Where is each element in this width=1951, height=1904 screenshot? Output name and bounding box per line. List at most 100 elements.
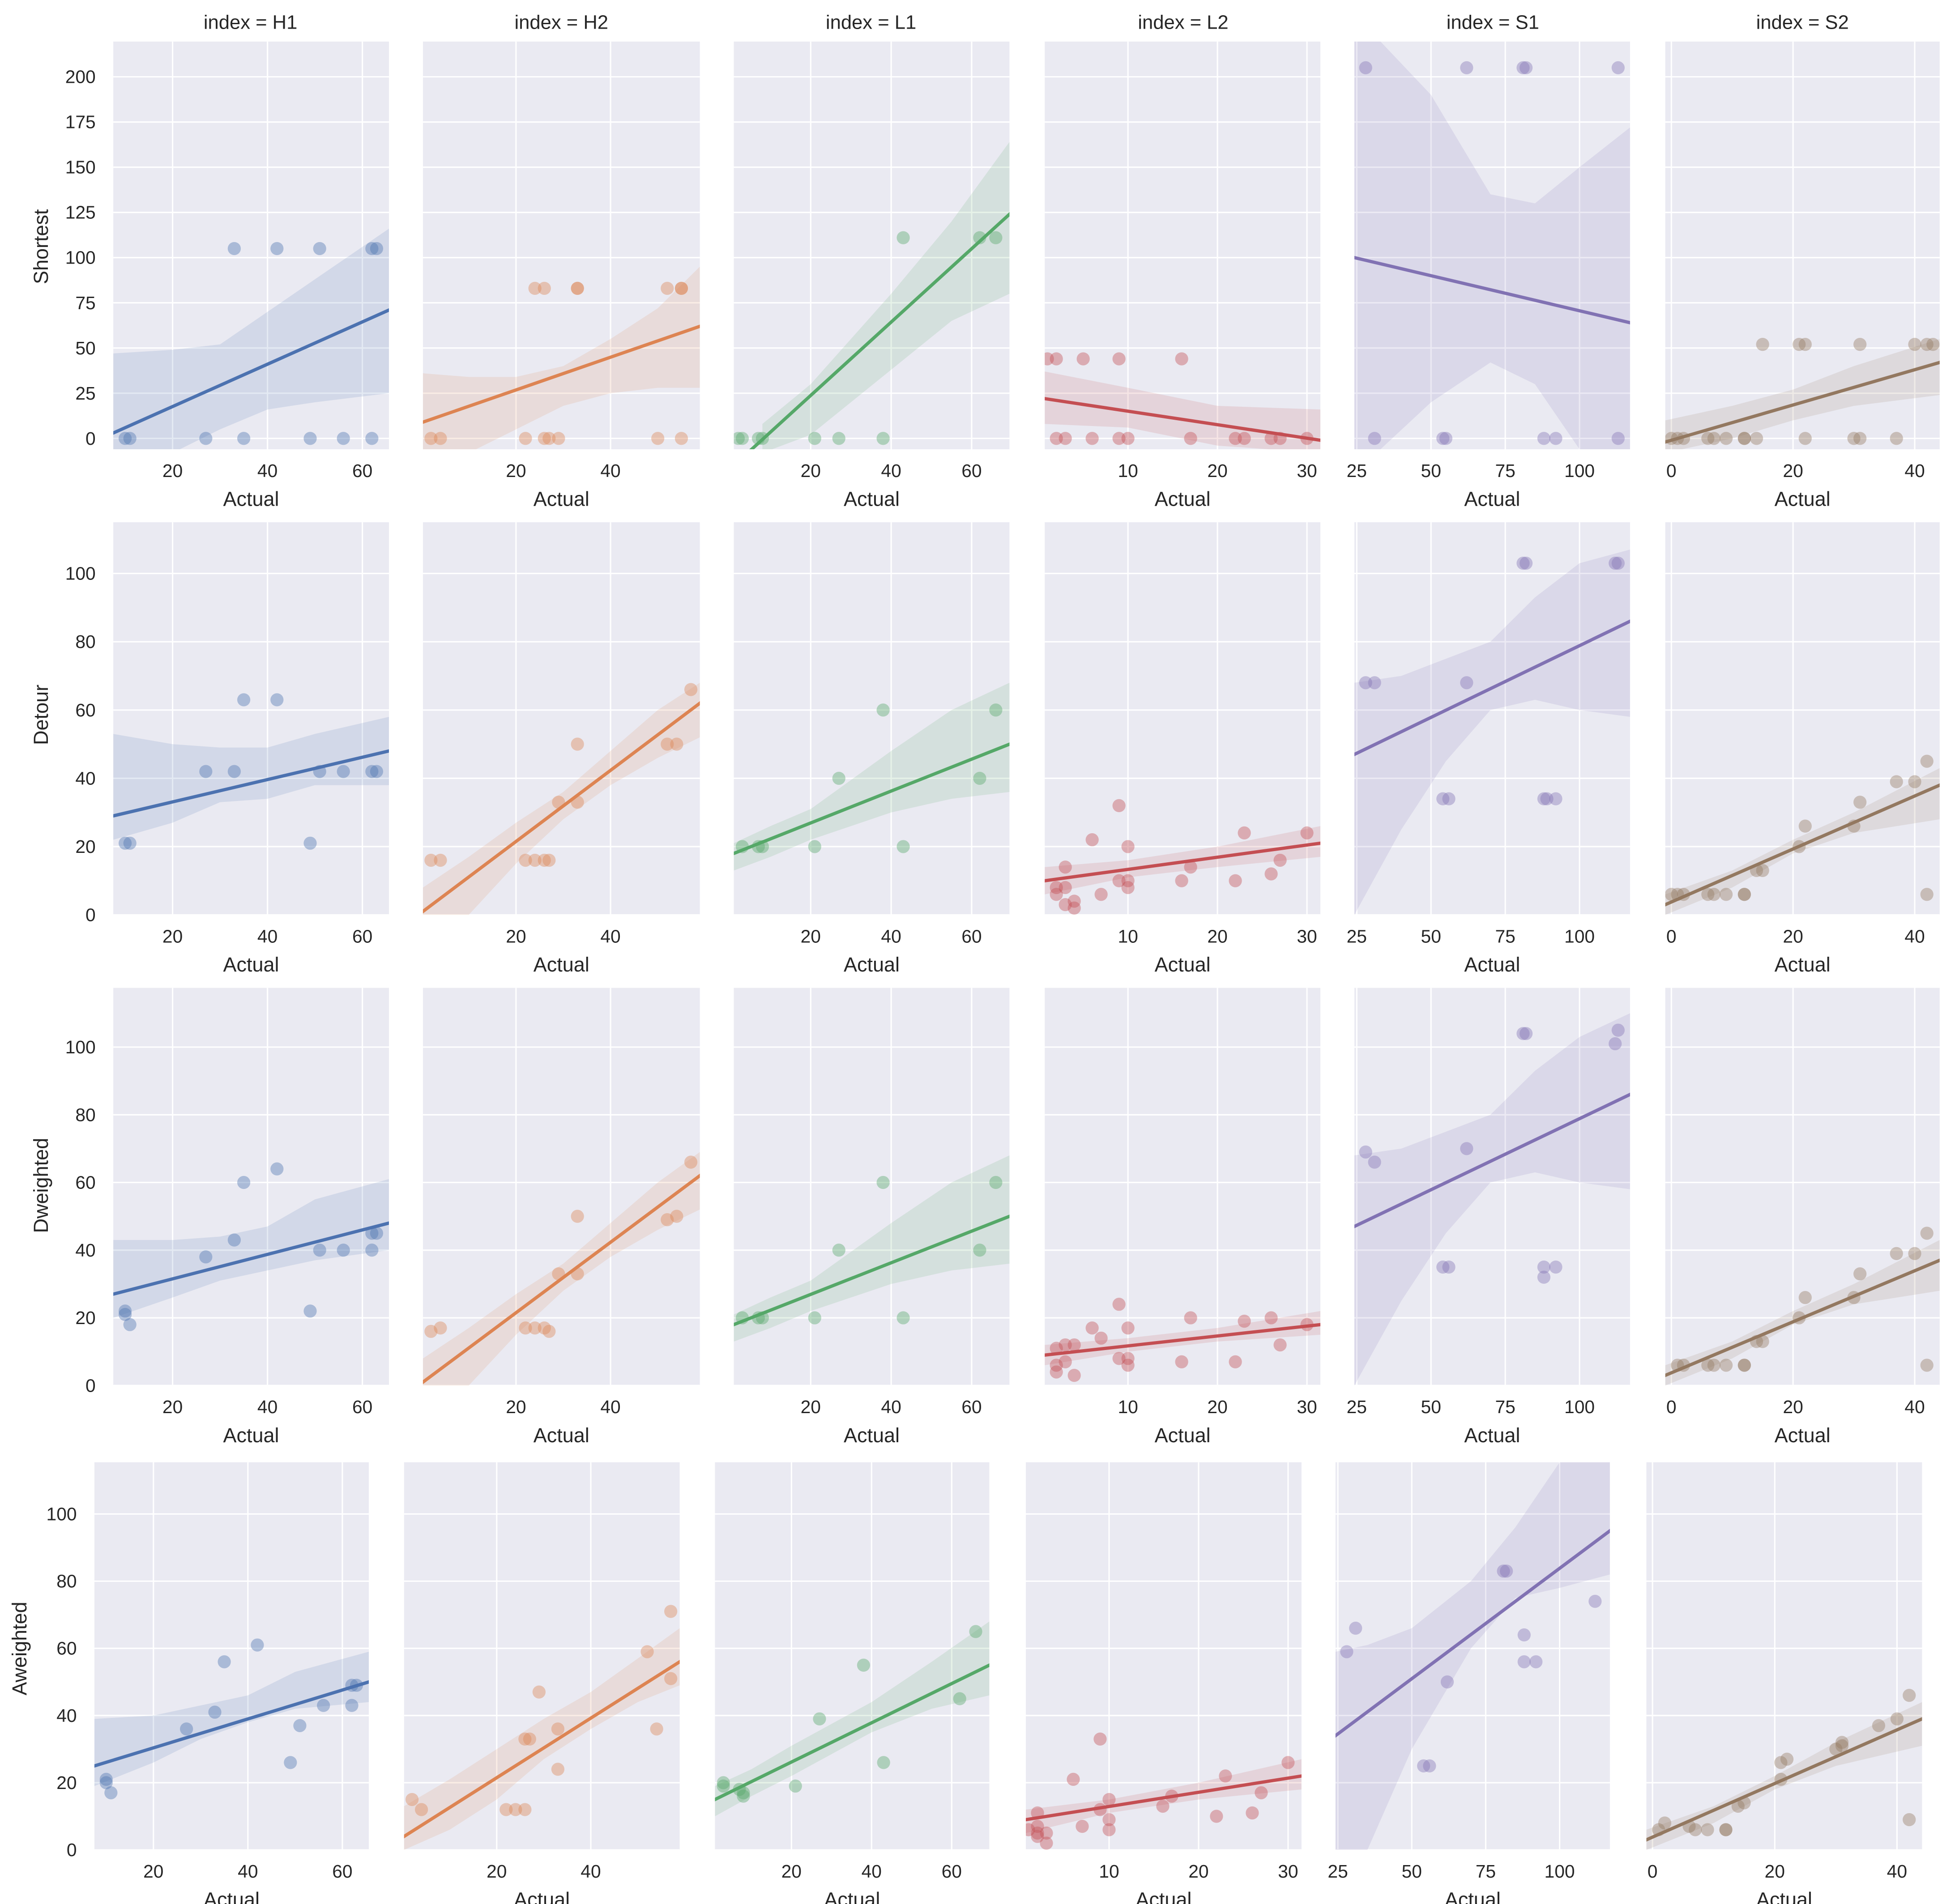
confidence-band	[1354, 549, 1630, 915]
x-tick-label: 20	[162, 926, 183, 946]
data-point	[1516, 61, 1530, 75]
data-point	[1903, 1689, 1916, 1702]
data-point	[1731, 1799, 1745, 1813]
y-tick-label: 0	[85, 905, 96, 925]
data-point	[1780, 1752, 1794, 1766]
data-point	[670, 737, 683, 751]
data-point	[1829, 1742, 1843, 1756]
x-tick-label: 40	[581, 1861, 601, 1882]
x-axis-label: Actual	[223, 488, 279, 511]
x-tick-label: 20	[1783, 926, 1803, 946]
data-point	[1050, 1359, 1063, 1372]
x-tick-label: 75	[1495, 460, 1515, 481]
data-point	[877, 1756, 890, 1769]
y-tick-label: 75	[75, 293, 95, 313]
x-tick-label: 25	[1347, 460, 1367, 481]
data-point	[551, 1763, 565, 1776]
data-point	[734, 432, 745, 445]
data-point	[227, 765, 241, 778]
data-point	[1890, 432, 1903, 445]
data-point	[1460, 1142, 1473, 1155]
x-tick-label: 40	[862, 1861, 882, 1882]
data-point	[1460, 61, 1473, 75]
data-point	[1246, 1806, 1259, 1820]
x-tick-label: 30	[1297, 460, 1317, 481]
x-axis-label: Actual	[534, 1424, 589, 1447]
x-axis-label: Actual	[844, 488, 900, 511]
data-point	[270, 1162, 284, 1176]
data-point	[876, 1176, 890, 1189]
y-tick-label: 100	[47, 1504, 77, 1525]
data-point	[424, 432, 438, 445]
data-point	[1516, 1027, 1530, 1040]
panel-shortest-l2: 10 20 30 Actual	[1045, 41, 1321, 511]
data-point	[675, 281, 688, 295]
panel-aweighted-l1: 20 40 60 Actual	[715, 1462, 990, 1904]
regression-line	[423, 1173, 700, 1384]
x-axis-label: Actual	[844, 953, 900, 976]
data-point	[1756, 1335, 1769, 1348]
data-point	[1059, 898, 1072, 912]
data-point	[1756, 864, 1769, 877]
x-tick-label: 40	[600, 460, 620, 481]
data-point	[1121, 881, 1135, 894]
x-tick-label: 40	[600, 926, 620, 946]
y-tick-label: 0	[85, 1375, 96, 1396]
data-point	[1738, 432, 1751, 445]
data-point	[661, 737, 674, 751]
data-point	[1658, 1816, 1672, 1830]
data-point	[199, 1250, 213, 1264]
data-point	[1175, 874, 1188, 887]
data-point	[789, 1779, 802, 1793]
data-point	[303, 1304, 317, 1318]
y-tick-label: 100	[65, 563, 96, 584]
data-point	[876, 432, 890, 445]
y-tick-label: 80	[75, 631, 95, 652]
data-point	[1112, 352, 1126, 366]
data-point	[218, 1655, 231, 1669]
x-axis-label: Actual	[1445, 1888, 1501, 1904]
panel-background	[1665, 522, 1940, 915]
data-point	[538, 432, 551, 445]
data-point	[717, 1776, 730, 1789]
x-tick-label: 40	[1904, 926, 1925, 946]
data-point	[1031, 1826, 1044, 1840]
data-point	[1719, 1359, 1733, 1372]
x-tick-label: 20	[1765, 1861, 1785, 1882]
panel-background	[1335, 1462, 1610, 1850]
data-point	[737, 1786, 750, 1800]
data-point	[737, 1789, 750, 1803]
x-tick-label: 20	[143, 1861, 163, 1882]
data-point	[519, 853, 532, 867]
x-axis-label: Actual	[844, 1424, 900, 1447]
data-point	[1264, 1311, 1278, 1325]
column-title-l2: index = L2	[1138, 12, 1228, 34]
data-point	[227, 1233, 241, 1247]
data-point	[1750, 432, 1763, 445]
x-tick-label: 40	[881, 460, 901, 481]
data-point	[1519, 61, 1533, 75]
data-point	[1537, 432, 1551, 445]
data-point	[1219, 1769, 1232, 1783]
confidence-band	[734, 682, 1010, 871]
data-point	[1059, 1338, 1072, 1352]
panel-shortest-h1: 20 40 60 Actual 0 25 50 75 100 125 150 175 200	[65, 41, 389, 511]
data-point	[684, 683, 698, 696]
data-point	[1719, 888, 1733, 901]
data-point	[571, 281, 584, 295]
y-tick-label: 20	[75, 836, 95, 857]
data-point	[640, 1645, 654, 1658]
data-point	[317, 1699, 330, 1712]
data-point	[1756, 338, 1769, 351]
data-point	[1050, 881, 1063, 894]
data-point	[99, 1772, 113, 1786]
panel-dweighted-l1: 20 40 60 Actual	[734, 988, 1010, 1447]
data-point	[370, 765, 384, 778]
panel-background	[715, 1462, 990, 1850]
data-point	[1920, 754, 1934, 768]
y-tick-label: 175	[65, 112, 96, 132]
data-point	[1238, 1314, 1251, 1328]
x-axis-label: Actual	[1756, 1888, 1812, 1904]
data-point	[1112, 1298, 1126, 1311]
x-axis-label: Actual	[534, 488, 589, 511]
